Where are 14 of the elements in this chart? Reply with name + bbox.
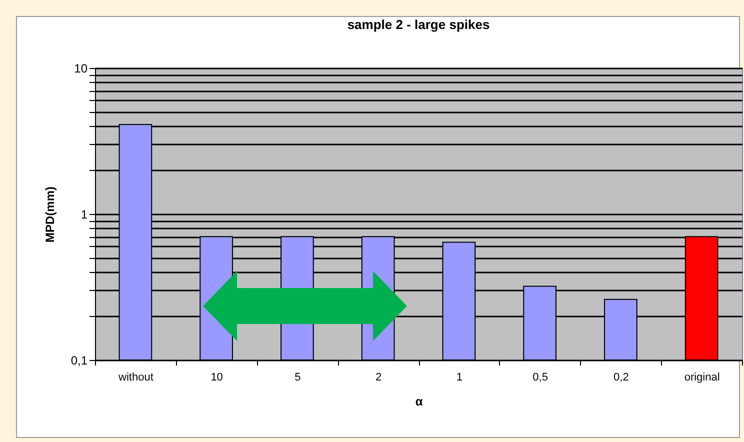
x-tick-label: 5 xyxy=(294,372,301,384)
x-tick-label: 2 xyxy=(376,372,382,384)
chart-title: sample 2 - large spikes xyxy=(347,17,490,32)
y-axis-title: MPD(mm) xyxy=(42,186,57,242)
x-tick-label: without xyxy=(118,372,154,384)
y-tick-label: 0,1 xyxy=(70,354,88,368)
x-axis-title: α xyxy=(415,394,424,408)
y-tick-label: 10 xyxy=(74,62,88,76)
x-tick-label: 0,2 xyxy=(614,372,629,384)
x-tick-label: original xyxy=(684,372,720,384)
x-tick-label: 10 xyxy=(210,372,223,384)
x-tick-label: 1 xyxy=(456,372,462,384)
y-tick-label: 1 xyxy=(80,208,88,222)
x-tick-label: 0,5 xyxy=(532,372,548,384)
